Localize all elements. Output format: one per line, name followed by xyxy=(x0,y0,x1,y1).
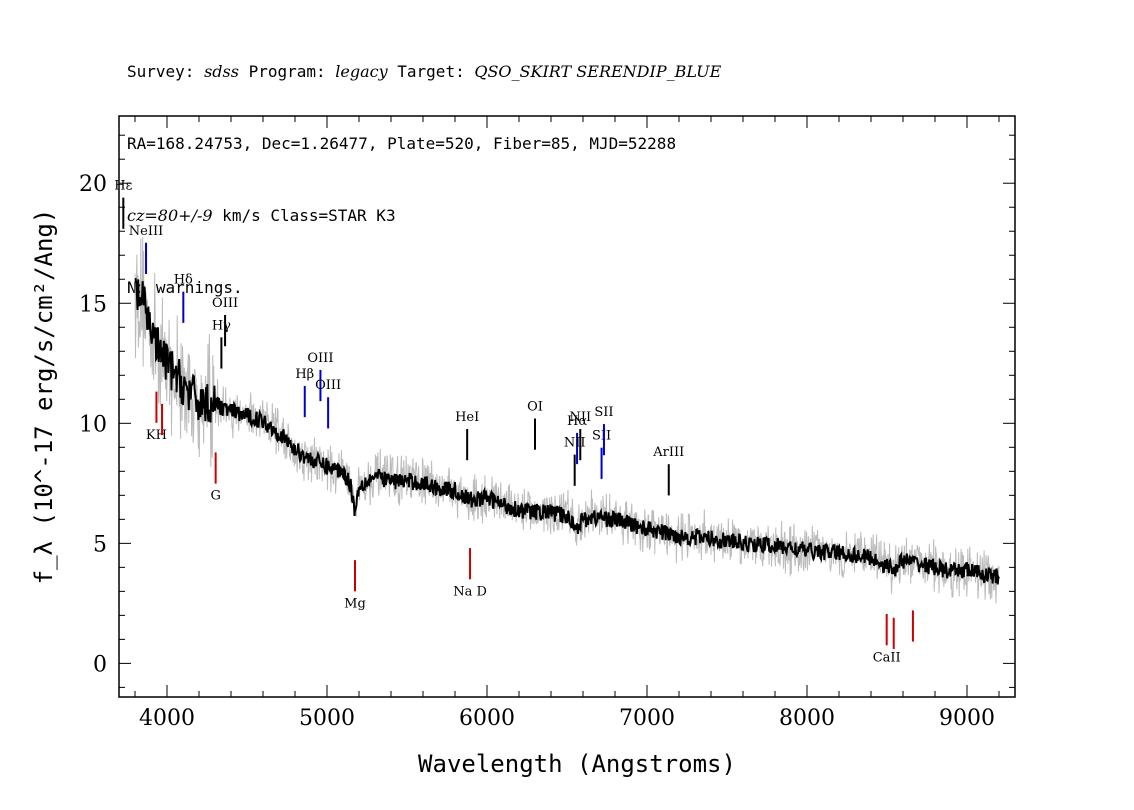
flux-spectrum xyxy=(134,277,1000,585)
x-tick-label: 5000 xyxy=(299,706,355,731)
emission-line-label: Hα xyxy=(567,414,587,429)
x-tick-label: 4000 xyxy=(139,706,195,731)
other-line-label: NII xyxy=(569,410,591,425)
y-tick-label: 20 xyxy=(79,172,107,197)
target-label: Target: xyxy=(387,62,475,81)
other-line-label: OIII xyxy=(212,296,238,311)
absorption-line-label: CaII xyxy=(873,650,901,665)
absorption-line-label: KH xyxy=(146,428,167,443)
y-axis-title: f_λ (10^-17 erg/s/cm²/Ang) xyxy=(30,209,58,585)
target-value: QSO_SKIRT SERENDIP_BLUE xyxy=(474,62,722,81)
survey-label: Survey: xyxy=(127,62,205,81)
y-tick-label: 0 xyxy=(93,652,107,677)
other-line-label: OI xyxy=(527,400,543,415)
emission-line-label: Hδ xyxy=(174,273,193,288)
emission-line-label: SII xyxy=(594,405,613,420)
header-line-2: RA=168.24753, Dec=1.26477, Plate=520, Fi… xyxy=(127,134,677,153)
x-tick-label: 8000 xyxy=(779,706,835,731)
emission-line-label: SII xyxy=(592,429,611,444)
other-line-label: NII xyxy=(564,436,586,451)
class-label: km/s Class=STAR K3 xyxy=(212,206,396,225)
absorption-line-label: Mg xyxy=(344,596,366,611)
emission-line-label: Hβ xyxy=(295,367,314,382)
program-value: legacy xyxy=(335,62,388,81)
other-line-label: Hε xyxy=(114,179,132,194)
plot-frame xyxy=(118,115,1016,698)
other-line-label: HeI xyxy=(455,410,479,425)
x-tick-label: 6000 xyxy=(459,706,515,731)
redshift-value: cz=80+/-9 xyxy=(127,206,213,225)
program-label: Program: xyxy=(238,62,336,81)
x-tick-label: 9000 xyxy=(939,706,995,731)
emission-line-label: OIII xyxy=(307,351,333,366)
absorption-line-label: Na D xyxy=(453,584,487,599)
survey-value: sdss xyxy=(204,62,239,81)
other-line-label: ArIII xyxy=(652,445,684,460)
y-tick-label: 5 xyxy=(93,532,107,557)
emission-line-label: OIII xyxy=(315,378,341,393)
spectrum-header: Survey: sdss Program: legacy Target: QSO… xyxy=(127,12,721,324)
emission-line-label: NeIII xyxy=(129,224,163,239)
absorption-line-label: G xyxy=(210,489,220,504)
x-axis-title: Wavelength (Angstroms) xyxy=(418,750,736,778)
header-line-1: Survey: sdss Program: legacy Target: QSO… xyxy=(127,60,721,84)
header-line-3: cz=80+/-9 km/s Class=STAR K3 xyxy=(127,204,721,228)
other-line-label: Hγ xyxy=(212,318,231,333)
y-tick-label: 10 xyxy=(79,412,107,437)
y-tick-label: 15 xyxy=(79,292,107,317)
x-tick-label: 7000 xyxy=(619,706,675,731)
